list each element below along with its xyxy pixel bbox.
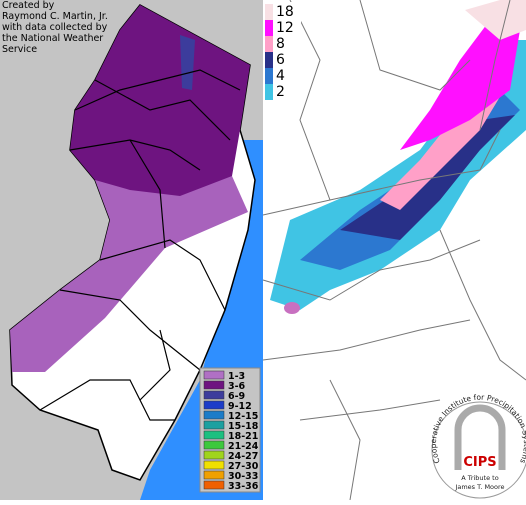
legend-label: 2 [276,84,285,100]
legend-label: 6-9 [228,391,245,402]
credit-line: Created by [2,0,55,11]
cips-logo: Cooperative Institute for Precipitation … [429,393,526,499]
legend-swatch [265,68,273,84]
dark-purple-region [70,5,250,196]
legend-swatch [265,84,273,100]
legend-swatch [203,420,225,430]
legend-swatch [203,480,225,490]
credit-line: the National Weather [2,33,103,44]
legend-label: 4 [276,68,285,84]
credit-line: Service [2,44,37,55]
legend-label: 18 [276,4,294,20]
credit-line: with data collected by [2,22,108,33]
legend-swatch [265,36,273,52]
legend-swatch [203,410,225,420]
pink-spot [284,302,300,314]
legend-swatch [203,390,225,400]
legend-label: 12-15 [228,411,258,422]
legend-swatch [203,470,225,480]
swath-12 [400,20,520,150]
legend-swatch [203,430,225,440]
legend-label: 30-33 [228,471,258,482]
logo-arch [454,404,506,470]
legend-label: 9-12 [228,401,252,412]
legend-swatch [265,4,273,20]
credit-line: Raymond C. Martin, Jr. [2,11,108,22]
legend-swatch [203,380,225,390]
legend-swatch [265,52,273,68]
legend-label: 24-27 [228,451,258,462]
legend-swatch [203,440,225,450]
state-lines [262,0,526,501]
legend-swatch [265,20,273,36]
light-purple-region [10,176,248,372]
legend-swatch [203,450,225,460]
swath-18 [465,0,526,40]
legend-label: 3-6 [228,381,246,392]
left-legend: 1-33-66-99-1212-1515-1818-2121-2424-2727… [203,370,259,492]
legend-swatch [203,460,225,470]
logo-tribute-1: A Tribute to [461,474,498,482]
legend-label: 33-36 [228,481,259,492]
legend-label: 1-3 [228,371,245,382]
legend-label: 6 [276,52,285,68]
logo-name: CIPS [463,455,496,470]
legend-label: 18-21 [228,431,258,442]
legend-label: 27-30 [228,461,259,472]
legend-swatch [203,370,225,380]
legend-label: 21-24 [228,441,259,452]
county-lines [39,69,241,421]
legend-label: 15-18 [228,421,259,432]
legend-label: 8 [276,36,285,52]
logo-tribute-2: James T. Moore [454,483,504,491]
legend-label: 12 [276,20,294,36]
legend-swatch [203,400,225,410]
blue-spot [180,35,195,90]
